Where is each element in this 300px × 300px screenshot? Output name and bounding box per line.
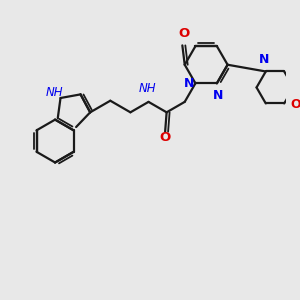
Text: NH: NH (138, 82, 156, 95)
Text: N: N (213, 89, 224, 102)
Text: O: O (290, 98, 300, 111)
Text: NH: NH (46, 86, 63, 99)
Text: N: N (184, 77, 194, 90)
Text: N: N (259, 52, 269, 65)
Text: O: O (178, 27, 190, 40)
Text: O: O (159, 130, 170, 143)
